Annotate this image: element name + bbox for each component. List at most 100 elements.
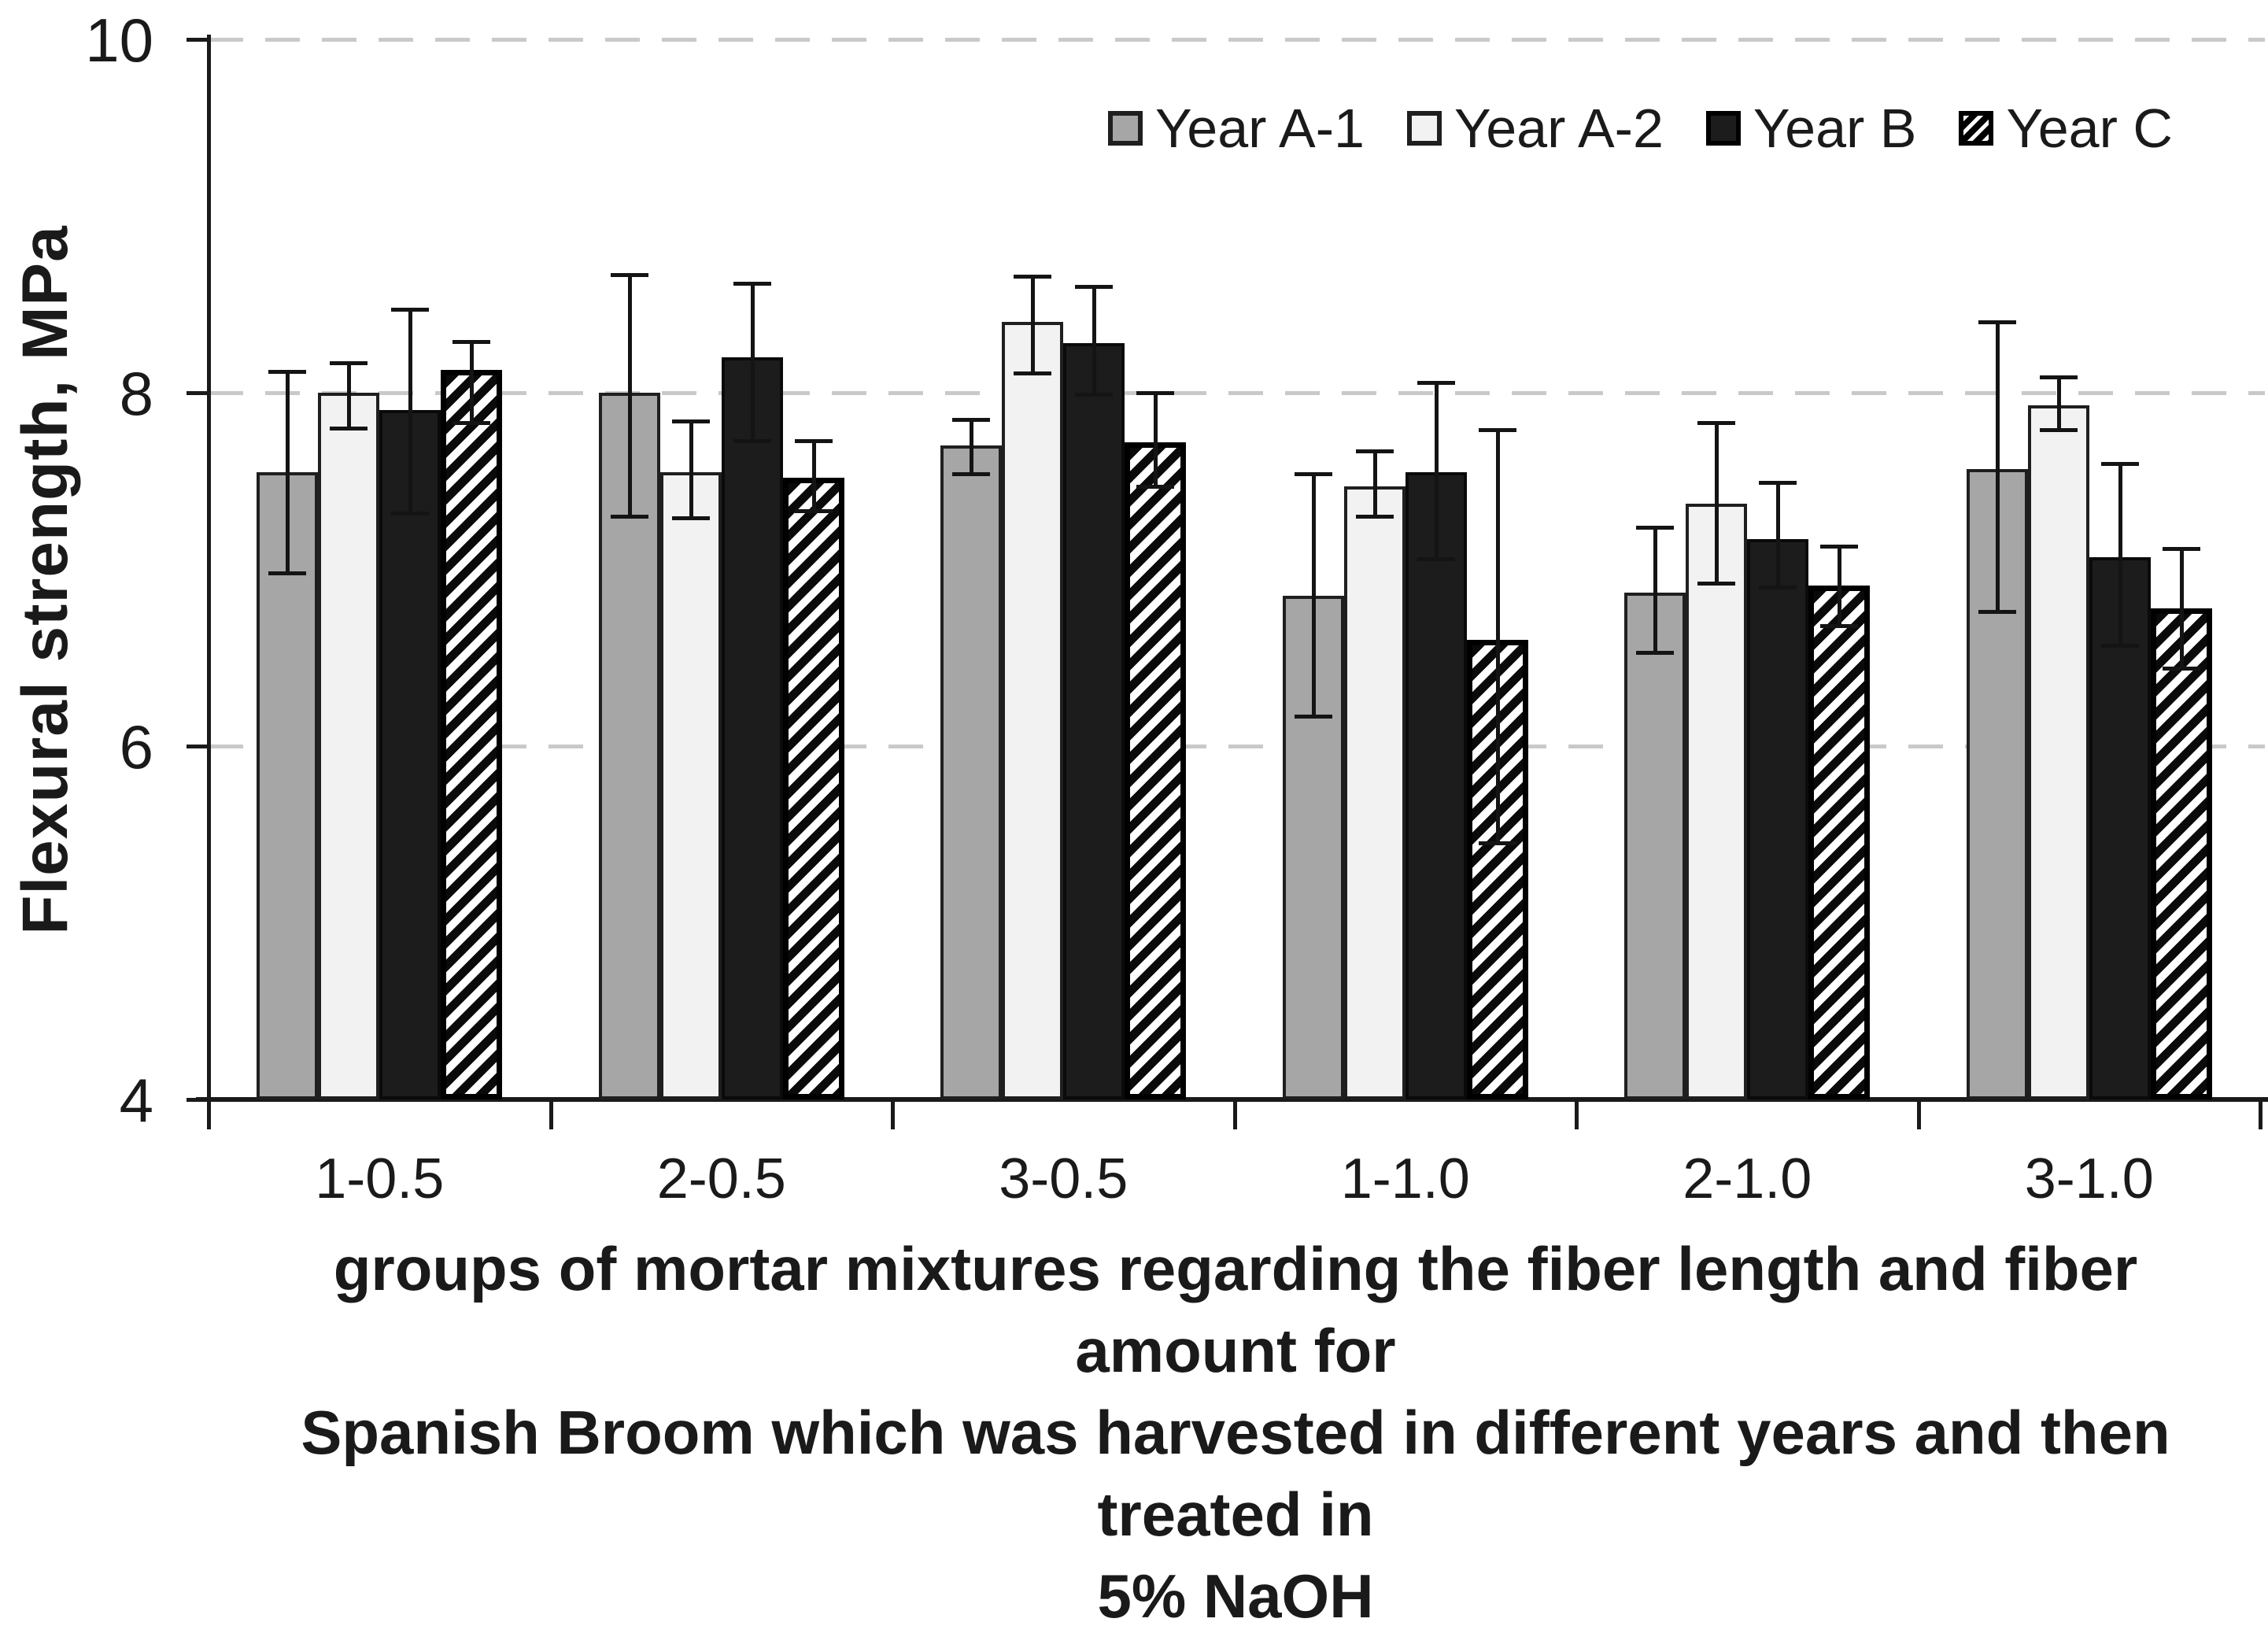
error-bar-cap-top — [1978, 320, 2016, 325]
error-bar-cap-bottom — [1417, 557, 1455, 562]
bar-year-a-2-2-1.0 — [1686, 504, 1748, 1099]
error-bar-line — [750, 283, 755, 441]
x-tick-0 — [207, 1099, 211, 1129]
legend-label: Year A-1 — [1155, 98, 1365, 159]
bar-year-c-2-0.5 — [782, 477, 844, 1099]
error-bar-cap-top — [2100, 461, 2139, 466]
y-axis-line — [207, 35, 211, 1128]
y-axis-title: Flexural strength, MPa — [9, 225, 81, 935]
error-bar-line — [1653, 527, 1658, 652]
y-tick-10 — [187, 38, 210, 42]
error-bar-cap-bottom — [1136, 484, 1175, 489]
error-bar-cap-bottom — [1075, 393, 1114, 397]
error-bar-cap-bottom — [1294, 714, 1332, 719]
error-bar-cap-top — [1014, 274, 1052, 279]
error-bar-cap-top — [330, 360, 368, 365]
error-bar-cap-bottom — [1636, 651, 1675, 655]
x-axis-title-line-2: Spanish Broom which was harvested in dif… — [301, 1398, 2170, 1549]
bar-chart: Flexural strength, MPa 4 6 8 10 1-0.5 2-0.5 3-… — [9, 9, 2268, 1631]
error-bar-line — [1495, 430, 1500, 844]
error-bar-cap-bottom — [452, 421, 491, 426]
error-bar-cap-top — [952, 417, 991, 422]
error-bar-cap-top — [391, 308, 430, 312]
error-bar-line — [1995, 322, 2000, 612]
x-axis-title: groups of mortar mixtures regarding the … — [268, 1228, 2203, 1637]
error-bar-cap-bottom — [1355, 515, 1394, 519]
x-category-label-1-1.0: 1-1.0 — [1340, 1147, 1470, 1210]
error-bar-cap-bottom — [1820, 624, 1859, 629]
error-bar-cap-top — [452, 339, 491, 344]
error-bar-line — [470, 341, 475, 423]
error-bar-cap-top — [2162, 546, 2200, 551]
error-bar-cap-bottom — [794, 509, 833, 514]
bar-year-a-2-1-0.5 — [318, 393, 380, 1099]
error-bar-cap-bottom — [2162, 667, 2200, 671]
error-bar-cap-top — [268, 370, 307, 375]
error-bar-line — [627, 274, 632, 517]
error-bar-cap-bottom — [733, 438, 771, 443]
x-category-label-2-1.0: 2-1.0 — [1683, 1147, 1812, 1210]
bar-year-c-1-0.5 — [441, 369, 503, 1099]
error-bar-line — [408, 309, 413, 513]
error-bar-line — [1434, 382, 1439, 560]
error-bar-line — [970, 419, 974, 475]
error-bar-cap-top — [1820, 545, 1859, 549]
error-bar-cap-bottom — [391, 511, 430, 515]
error-bar-line — [1372, 451, 1377, 517]
error-bar-cap-top — [1355, 449, 1394, 454]
legend-item-year-a-2: Year A-2 — [1406, 98, 1664, 159]
gridline-y-10 — [209, 38, 2265, 42]
error-bar-cap-bottom — [610, 515, 648, 519]
gridline-y-8 — [209, 391, 2265, 395]
x-category-label-3-1.0: 3-1.0 — [2024, 1147, 2154, 1210]
error-bar-cap-top — [1636, 525, 1675, 530]
error-bar-cap-top — [610, 272, 648, 277]
bar-year-b-2-0.5 — [721, 357, 783, 1099]
error-bar-cap-bottom — [671, 516, 710, 521]
error-bar-cap-top — [1759, 481, 1797, 486]
legend-swatch-gray-icon — [1108, 111, 1143, 146]
error-bar-cap-top — [671, 419, 710, 423]
legend-item-year-b: Year B — [1705, 101, 1916, 156]
gridline-y-6 — [209, 745, 2265, 748]
bar-year-b-3-0.5 — [1063, 343, 1125, 1099]
error-bar-line — [1311, 474, 1316, 716]
legend-item-year-a-1: Year A-1 — [1108, 101, 1365, 156]
error-bar-cap-bottom — [1014, 371, 1052, 376]
bar-year-c-3-1.0 — [2150, 608, 2212, 1099]
x-axis-title-line-3: 5% NaOH — [1097, 1561, 1374, 1631]
error-bar-cap-bottom — [330, 426, 368, 430]
y-tick-6 — [187, 745, 210, 748]
error-bar-cap-top — [1294, 472, 1332, 477]
bar-year-b-1-0.5 — [379, 410, 441, 1099]
error-bar-cap-top — [1136, 391, 1175, 395]
error-bar-line — [2056, 376, 2061, 430]
bar-year-a-1-2-1.0 — [1624, 592, 1686, 1099]
bar-year-c-2-1.0 — [1808, 585, 1871, 1099]
x-axis-title-line-1: groups of mortar mixtures regarding the … — [333, 1234, 2138, 1385]
error-bar-cap-bottom — [2100, 644, 2139, 649]
error-bar-cap-top — [733, 281, 771, 286]
error-bar-line — [286, 371, 290, 573]
legend-swatch-black-icon — [1705, 111, 1741, 146]
error-bar-line — [1154, 393, 1158, 486]
y-tick-8 — [187, 391, 210, 395]
bar-year-b-1-1.0 — [1405, 472, 1467, 1099]
error-bar-line — [1776, 482, 1781, 587]
error-bar-cap-top — [1697, 421, 1736, 426]
legend-swatch-hatch-icon — [1959, 111, 1994, 146]
legend-label: Year A-2 — [1454, 98, 1664, 159]
error-bar-cap-top — [1417, 380, 1455, 385]
error-bar-line — [1031, 275, 1036, 374]
error-bar-cap-top — [2039, 375, 2078, 379]
error-bar-line — [1092, 286, 1097, 395]
bar-year-a-1-1-0.5 — [257, 472, 319, 1099]
x-tick-5 — [1916, 1099, 1921, 1129]
x-category-label-3-0.5: 3-0.5 — [999, 1147, 1128, 1210]
x-axis-line — [196, 1097, 2268, 1102]
error-bar-cap-top — [794, 438, 833, 443]
bar-year-a-2-2-0.5 — [659, 472, 722, 1099]
x-tick-6 — [2259, 1099, 2262, 1129]
error-bar-line — [347, 362, 352, 428]
x-category-label-1-0.5: 1-0.5 — [315, 1147, 445, 1210]
